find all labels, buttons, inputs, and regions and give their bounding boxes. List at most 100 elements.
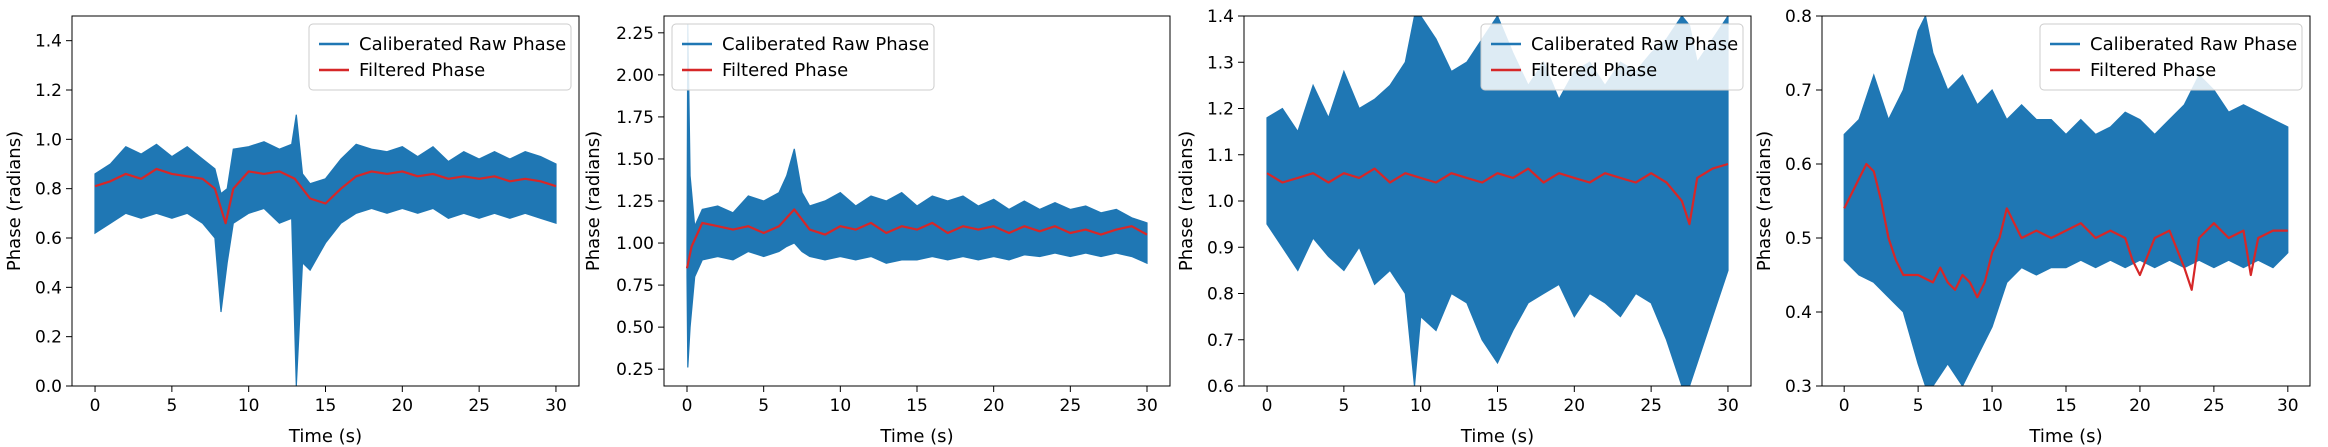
y-axis-label: Phase (radians)	[1754, 131, 1775, 271]
y-tick-label: 0.50	[616, 318, 654, 338]
series-raw-phase-band	[1843, 16, 2289, 386]
legend-entry-label: Filtered Phase	[1531, 60, 1657, 81]
y-tick-label: 1.50	[616, 150, 654, 170]
y-tick-label: 1.2	[35, 81, 62, 101]
series-filtered-phase-line	[685, 208, 1148, 269]
x-tick-label: 0	[1839, 396, 1850, 416]
legend-box	[671, 23, 935, 91]
x-tick-label: 20	[1563, 396, 1585, 416]
series-filtered-phase-line	[1266, 162, 1729, 226]
legend: Caliberated Raw Phase Filtered Phase	[1480, 23, 1744, 91]
legend-box	[308, 23, 572, 91]
y-tick-label: 0.4	[35, 278, 62, 298]
series-filtered-phase-line	[94, 167, 557, 225]
legend-entry-label: Caliberated Raw Phase	[1531, 34, 1738, 55]
x-axis-label: Time (s)	[1460, 426, 1534, 447]
y-tick-label: 1.4	[35, 32, 62, 52]
y-tick-label: 0.5	[1785, 229, 1812, 249]
x-axis-label: Time (s)	[879, 426, 953, 447]
x-tick-label: 0	[682, 396, 693, 416]
y-tick-label: 1.00	[616, 234, 654, 254]
x-tick-label: 15	[315, 396, 337, 416]
x-tick-label: 30	[2277, 396, 2299, 416]
x-tick-label: 25	[1060, 396, 1082, 416]
y-tick-label: 2.00	[616, 66, 654, 86]
x-tick-label: 10	[1981, 396, 2003, 416]
x-tick-label: 5	[166, 396, 177, 416]
plot-area	[1843, 16, 2289, 386]
y-tick-label: 1.75	[616, 108, 654, 128]
chart-panel-1: 0 5 10 15 20 25 30 0.0 0.2 0.4 0.6 0.8 1.0 1.2 1.4 Time…	[4, 15, 580, 447]
y-tick-label: 1.0	[35, 130, 62, 150]
legend-entry-label: Filtered Phase	[359, 60, 485, 81]
y-tick-label: 0.8	[35, 180, 62, 200]
x-tick-label: 25	[1640, 396, 1662, 416]
x-tick-label: 0	[90, 396, 101, 416]
x-tick-label: 20	[983, 396, 1005, 416]
x-tick-label: 10	[238, 396, 260, 416]
chart-panel-2: 0 5 10 15 20 25 30 0.25 0.50 0.75 1.00 1.25 1.50 1.75…	[583, 15, 1171, 447]
y-tick-label: 0.2	[35, 328, 62, 348]
legend-entry-label: Caliberated Raw Phase	[359, 34, 566, 55]
series-filtered-phase-line	[1843, 162, 2288, 299]
x-tick-label: 25	[2203, 396, 2225, 416]
y-tick-label: 0.8	[1207, 285, 1234, 305]
x-tick-label: 0	[1262, 396, 1273, 416]
y-tick-label: 1.1	[1207, 146, 1234, 166]
y-tick-label: 0.3	[1785, 377, 1812, 397]
x-tick-label: 10	[1410, 396, 1432, 416]
y-tick-label: 0.6	[1207, 377, 1234, 397]
legend: Caliberated Raw Phase Filtered Phase	[671, 23, 935, 91]
x-tick-label: 5	[1338, 396, 1349, 416]
x-tick-label: 15	[906, 396, 928, 416]
y-tick-label: 0.4	[1785, 303, 1812, 323]
y-tick-label: 0.6	[1785, 155, 1812, 175]
y-tick-label: 1.2	[1207, 100, 1234, 120]
series-raw-phase-band	[686, 24, 1148, 368]
plot-area	[94, 114, 557, 386]
legend-entry-label: Caliberated Raw Phase	[722, 34, 929, 55]
x-tick-label: 15	[1487, 396, 1509, 416]
x-axis-label: Time (s)	[2028, 426, 2102, 447]
y-tick-label: 0.7	[1785, 81, 1812, 101]
legend-entry-label: Filtered Phase	[2090, 60, 2216, 81]
legend-box	[2039, 23, 2303, 91]
legend-entry-label: Filtered Phase	[722, 60, 848, 81]
y-tick-label: 1.25	[616, 192, 654, 212]
x-tick-label: 5	[758, 396, 769, 416]
y-tick-label: 0.75	[616, 276, 654, 296]
x-tick-label: 20	[391, 396, 413, 416]
y-tick-label: 0.0	[35, 377, 62, 397]
x-tick-label: 5	[1913, 396, 1924, 416]
y-tick-label: 0.9	[1207, 238, 1234, 258]
x-tick-label: 30	[545, 396, 567, 416]
chart-panel-4: 0 5 10 15 20 25 30 0.3 0.4 0.5 0.6 0.7 0.8 Time (s) Ph…	[1754, 7, 2311, 447]
x-tick-label: 20	[2129, 396, 2151, 416]
x-axis-label: Time (s)	[288, 426, 362, 447]
x-tick-label: 30	[1136, 396, 1158, 416]
y-tick-label: 0.8	[1785, 7, 1812, 27]
x-tick-label: 10	[830, 396, 852, 416]
chart-panel-3: 0 5 10 15 20 25 30 0.6 0.7 0.8 0.9 1.0 1.1 1.2 1.3 1.4 T…	[1176, 7, 1752, 447]
legend: Caliberated Raw Phase Filtered Phase	[308, 23, 572, 91]
legend-box	[1480, 23, 1744, 91]
y-tick-label: 0.25	[616, 360, 654, 380]
y-axis-label: Phase (radians)	[1176, 131, 1197, 271]
y-tick-label: 0.6	[35, 229, 62, 249]
plot-area	[685, 24, 1148, 368]
y-axis-label: Phase (radians)	[583, 131, 604, 271]
y-tick-label: 1.3	[1207, 53, 1234, 73]
series-raw-phase-band	[1266, 16, 1729, 386]
x-tick-label: 30	[1717, 396, 1739, 416]
x-tick-label: 15	[2055, 396, 2077, 416]
y-tick-label: 0.7	[1207, 331, 1234, 351]
plot-area	[1266, 16, 1729, 386]
y-tick-label: 1.0	[1207, 192, 1234, 212]
y-axis-label: Phase (radians)	[4, 131, 25, 271]
series-raw-phase-band	[94, 114, 557, 386]
y-tick-label: 2.25	[616, 24, 654, 44]
x-tick-label: 25	[468, 396, 490, 416]
legend-entry-label: Caliberated Raw Phase	[2090, 34, 2297, 55]
legend: Caliberated Raw Phase Filtered Phase	[2039, 23, 2303, 91]
